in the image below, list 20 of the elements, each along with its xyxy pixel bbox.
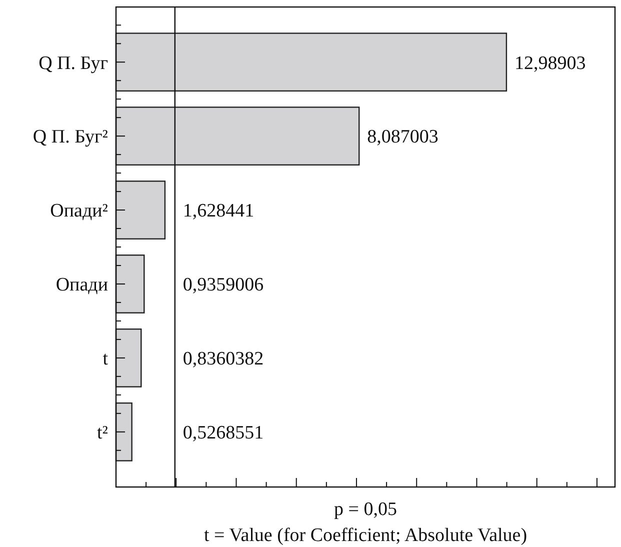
data-label: 12,98903 xyxy=(514,52,586,74)
y-tick-label: Опади² xyxy=(50,200,108,222)
x-axis-title: t = Value (for Coefficient; Absolute Value) xyxy=(204,525,528,546)
bar xyxy=(115,106,360,166)
text: p = 0,05 xyxy=(334,499,397,520)
bar xyxy=(115,254,145,314)
bar xyxy=(115,32,508,92)
y-tick-label: Q П. Буг xyxy=(38,52,108,74)
y-tick-label: t² xyxy=(97,422,108,444)
bar xyxy=(115,180,166,240)
data-label: 8,087003 xyxy=(367,126,438,148)
data-label: 0,9359006 xyxy=(182,274,264,296)
y-tick-label: Q П. Буг² xyxy=(32,126,108,148)
bar xyxy=(115,402,132,462)
data-label: 0,5268551 xyxy=(182,422,264,444)
data-label: 0,8360382 xyxy=(182,348,264,370)
y-tick-label: t xyxy=(102,348,109,370)
y-tick-label: Опади xyxy=(56,274,108,296)
bar xyxy=(115,328,142,388)
data-label: 1,628441 xyxy=(182,200,254,222)
